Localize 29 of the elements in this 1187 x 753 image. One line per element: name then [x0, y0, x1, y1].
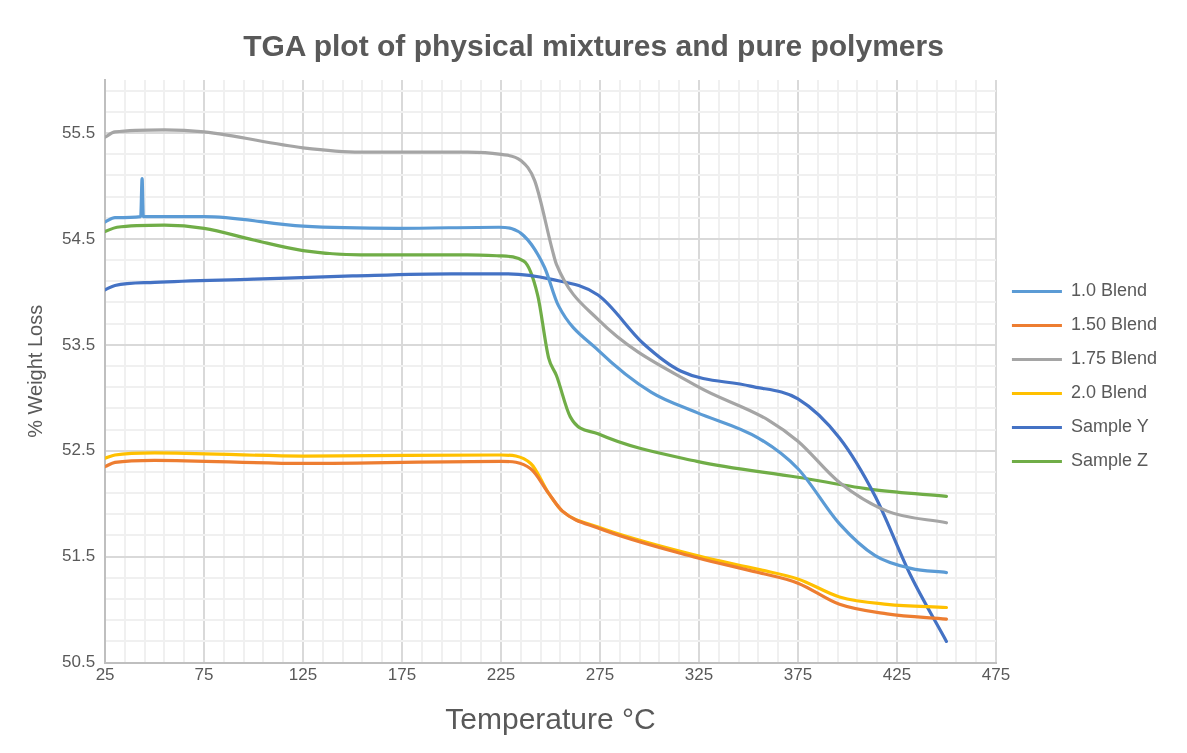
y-axis-title: % Weight Loss — [23, 304, 46, 438]
x-tick-label: 375 — [783, 665, 813, 685]
legend-label: Sample Y — [1070, 416, 1149, 437]
legend-label: 2.0 Blend — [1070, 382, 1147, 403]
legend-label: 1.75 Blend — [1070, 348, 1158, 369]
x-tick-label: 25 — [95, 665, 115, 685]
x-tick-label: 225 — [486, 665, 516, 685]
y-tick-label: 53.5 — [61, 334, 96, 354]
x-tick-label: 175 — [387, 665, 417, 685]
y-tick-label: 52.5 — [61, 440, 96, 460]
y-tick-label: 54.5 — [61, 228, 96, 248]
line-series — [105, 223, 949, 498]
x-tick-label: 75 — [194, 665, 214, 685]
x-tick-label: 125 — [288, 665, 318, 685]
legend-label: 1.0 Blend — [1070, 280, 1147, 301]
y-tick-label: 50.5 — [61, 652, 96, 672]
x-axis-title: Temperature °C — [445, 702, 656, 736]
x-tick-label: 425 — [882, 665, 912, 685]
line-series — [105, 128, 949, 525]
line-series — [105, 176, 949, 575]
y-tick-label: 51.5 — [61, 546, 96, 566]
x-tick-label: 325 — [684, 665, 714, 685]
chart-title: TGA plot of physical mixtures and pure polymers — [243, 29, 944, 63]
x-tick-label: 475 — [981, 665, 1011, 685]
legend-label: 1.50 Blend — [1070, 314, 1158, 335]
legend-label: Sample Z — [1070, 450, 1148, 471]
line-series — [105, 272, 949, 644]
x-tick-label: 275 — [585, 665, 615, 685]
y-tick-label: 55.5 — [61, 122, 96, 142]
